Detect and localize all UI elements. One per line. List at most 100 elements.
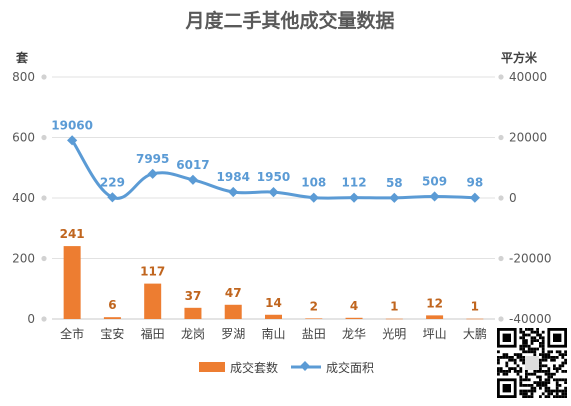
- left-tick-label: 400: [12, 191, 35, 205]
- qr-module: [519, 356, 523, 359]
- qr-module: [553, 389, 556, 393]
- qr-module: [564, 361, 567, 365]
- qr-module: [533, 347, 537, 351]
- qr-module: [525, 339, 528, 342]
- left-tick-marker: [41, 195, 47, 201]
- qr-module: [525, 328, 528, 331]
- qr-module: [558, 389, 562, 393]
- qr-module: [530, 330, 534, 334]
- qr-module: [530, 389, 534, 393]
- qr-module: [550, 358, 553, 362]
- qr-module: [547, 356, 551, 359]
- qr-module: [527, 372, 531, 376]
- qr-module: [502, 356, 506, 359]
- qr-module: [533, 353, 537, 356]
- qr-module: [539, 395, 542, 398]
- qr-module: [505, 364, 509, 368]
- qr-module: [527, 395, 531, 398]
- qr-module: [541, 344, 545, 348]
- qr-module: [522, 384, 525, 387]
- qr-module: [530, 395, 534, 398]
- qr-module: [541, 381, 545, 384]
- qr-module: [541, 339, 545, 342]
- qr-module: [519, 367, 523, 370]
- qr-module: [558, 350, 562, 354]
- category-label: 坪山: [423, 327, 447, 341]
- line-series: 19060 229 7995 6017 1984 1950 108 112 58 509 98: [51, 118, 483, 203]
- bar-data-label: 6: [108, 298, 116, 312]
- qr-module: [522, 361, 525, 365]
- qr-module: [505, 361, 509, 365]
- right-tick-label: 40000: [509, 70, 547, 84]
- bar: [345, 317, 363, 319]
- qr-module: [527, 333, 531, 337]
- qr-module: [539, 367, 542, 370]
- line-data-label: 7995: [136, 152, 169, 166]
- qr-module: [541, 364, 545, 368]
- qr-module: [511, 367, 514, 370]
- qr-module: [553, 367, 556, 370]
- category-label: 罗湖: [221, 326, 245, 341]
- bar: [224, 304, 242, 319]
- qr-module: [547, 372, 551, 376]
- qr-module: [533, 336, 537, 340]
- legend-bar-label: 成交套数: [230, 360, 278, 375]
- line-data-label: 1984: [217, 170, 250, 184]
- bar-data-label: 4: [350, 299, 358, 313]
- qr-finder: [553, 333, 562, 342]
- qr-module: [553, 364, 556, 368]
- line-data-label: 98: [467, 176, 484, 190]
- qr-module: [564, 358, 567, 362]
- bar-data-label: 1: [390, 300, 398, 314]
- qr-module: [564, 389, 567, 393]
- qr-module: [541, 330, 545, 334]
- qr-module: [519, 370, 523, 373]
- qr-module: [553, 395, 556, 398]
- qr-module: [561, 378, 565, 382]
- left-tick-label: 800: [12, 70, 35, 84]
- qr-module: [544, 353, 548, 356]
- qr-module: [564, 378, 567, 382]
- left-tick-label: 600: [12, 131, 35, 145]
- qr-module: [533, 330, 537, 334]
- qr-module: [530, 336, 534, 340]
- qr-module: [564, 386, 567, 390]
- qr-module: [525, 375, 528, 379]
- qr-module: [530, 350, 534, 354]
- bar-data-label: 14: [265, 296, 282, 310]
- qr-module: [530, 384, 534, 387]
- qr-module: [564, 381, 567, 384]
- qr-module: [555, 350, 559, 354]
- qr-module: [555, 389, 559, 393]
- bar-data-label: 47: [225, 286, 242, 300]
- qr-module: [519, 328, 523, 331]
- qr-module: [525, 389, 528, 393]
- qr-module: [525, 344, 528, 348]
- qr-module: [513, 361, 517, 365]
- right-tick-marker: [498, 255, 504, 262]
- bar: [305, 318, 323, 319]
- qr-module: [539, 336, 542, 340]
- qr-module: [519, 344, 523, 348]
- left-tick-marker: [41, 255, 47, 262]
- line-point: [348, 192, 360, 203]
- qr-module: [541, 356, 545, 359]
- gridlines: [52, 76, 495, 320]
- qr-module: [539, 364, 542, 368]
- qr-module: [539, 381, 542, 384]
- qr-module: [558, 364, 562, 368]
- qr-module: [497, 356, 500, 359]
- qr-module: [539, 342, 542, 345]
- qr-module: [541, 384, 545, 387]
- qr-module: [497, 370, 500, 373]
- qr-module: [561, 395, 565, 398]
- qr-module: [519, 381, 523, 384]
- left-axis: 0 200 400 600 800: [12, 70, 47, 326]
- qr-module: [497, 367, 500, 370]
- qr-module: [530, 372, 534, 376]
- category-label: 盐田: [302, 327, 326, 341]
- qr-module: [519, 375, 523, 379]
- qr-module: [525, 333, 528, 337]
